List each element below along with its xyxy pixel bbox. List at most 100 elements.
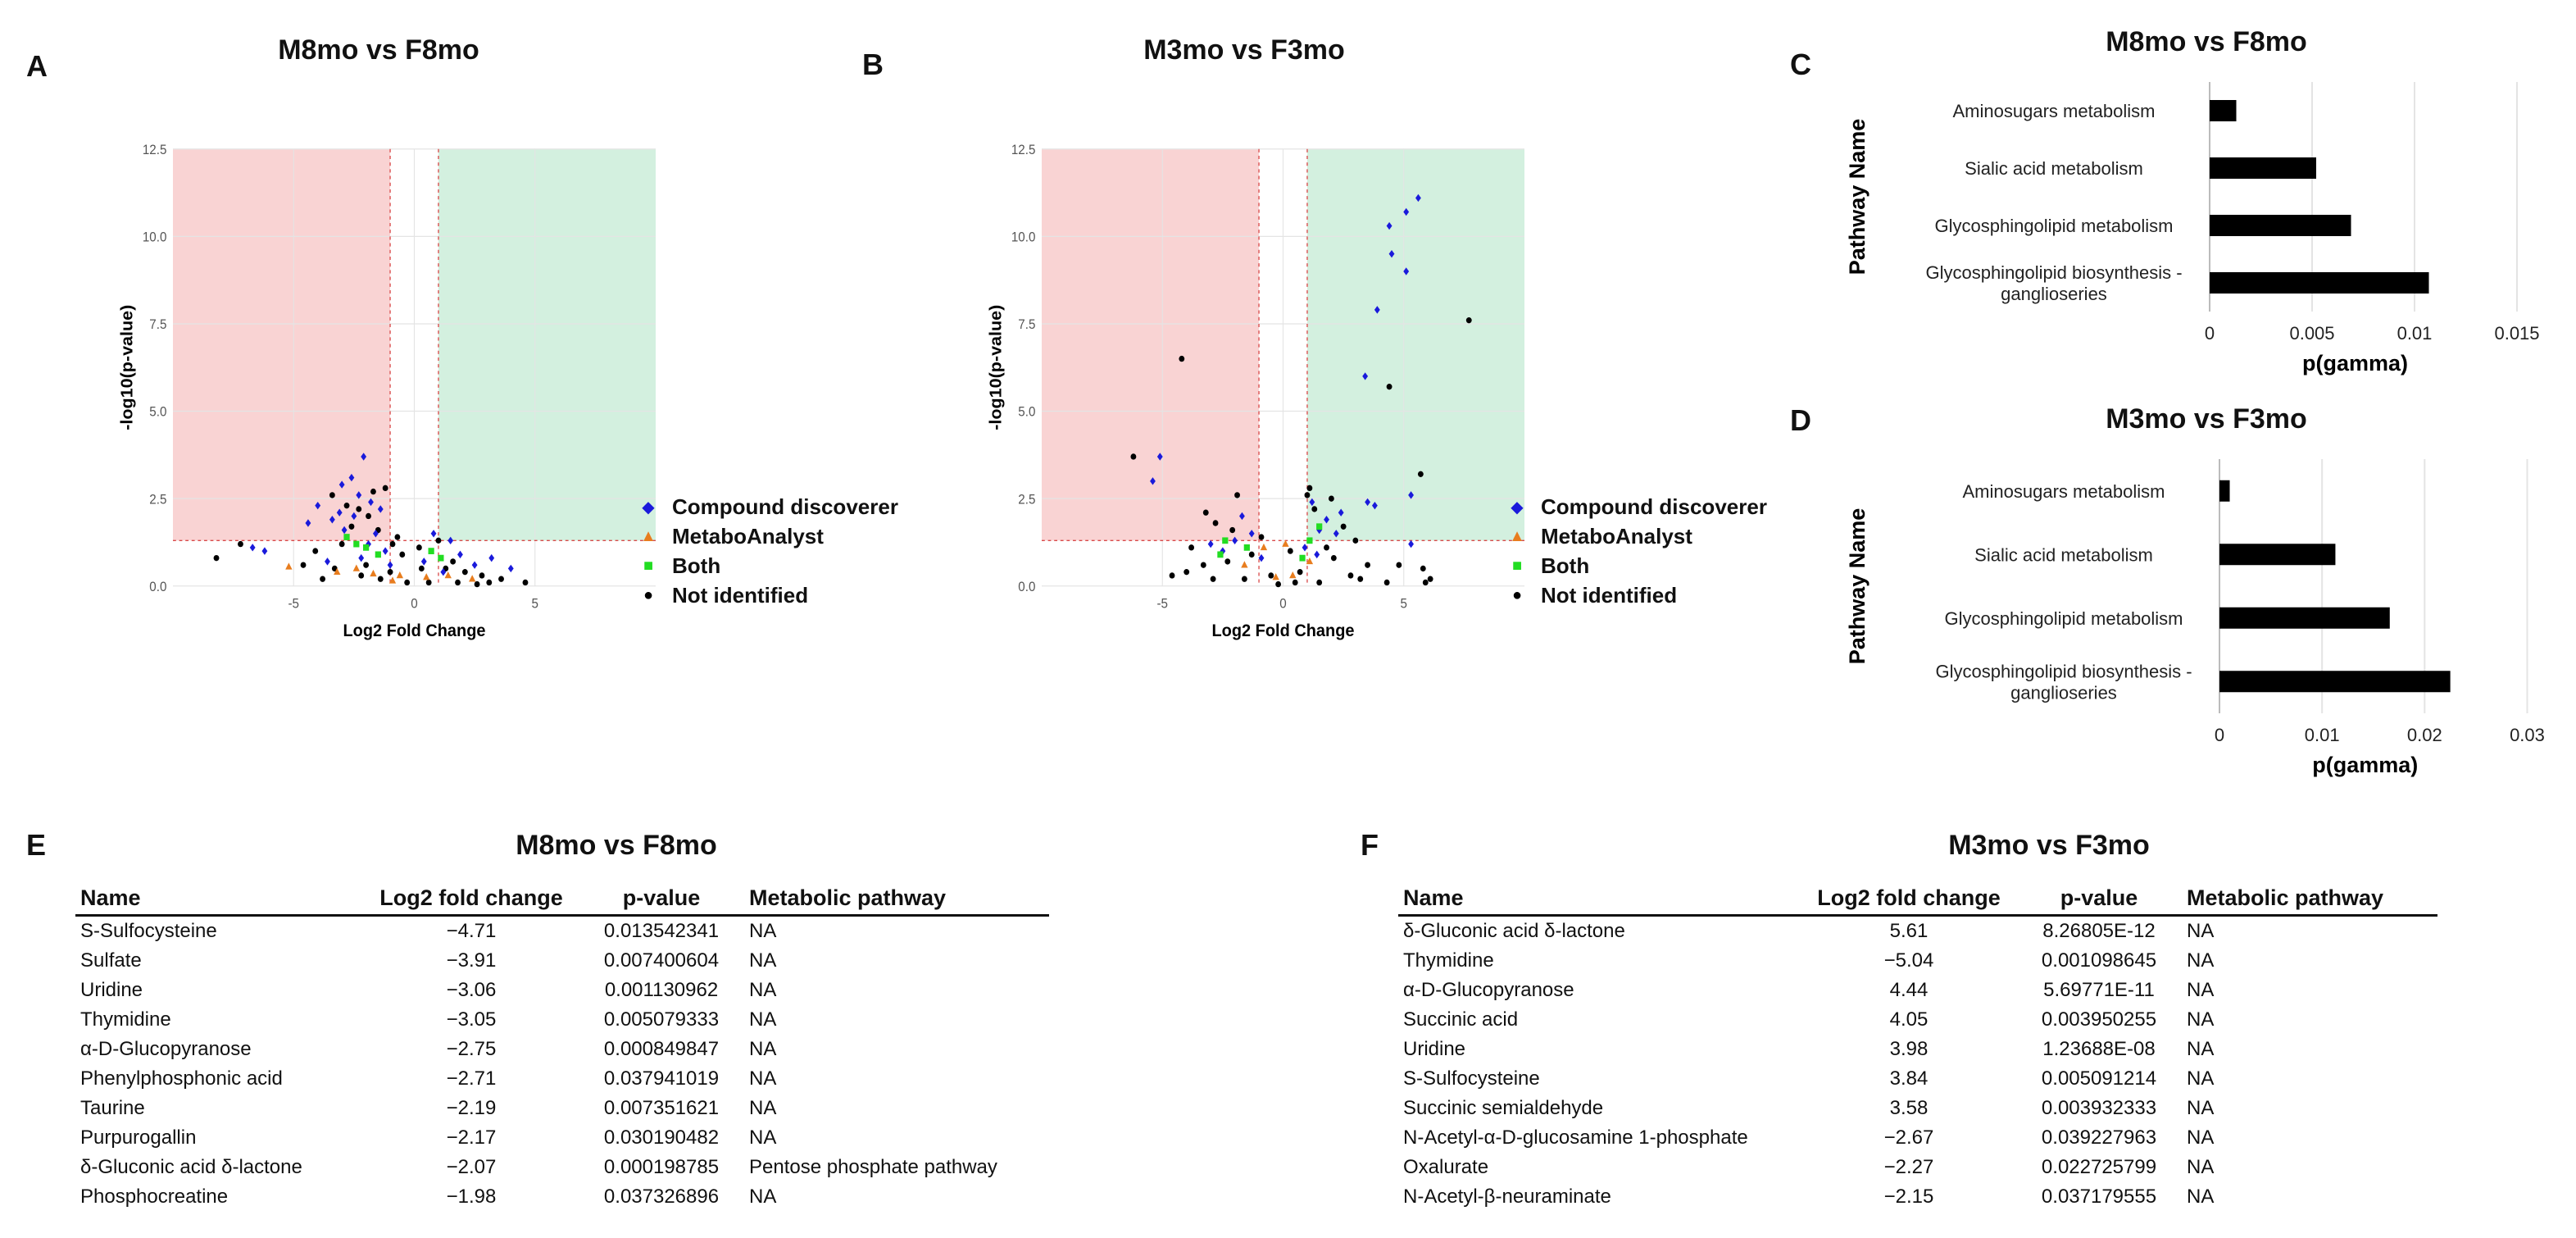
x-axis-label: p(gamma) [2312, 753, 2418, 777]
table-row: δ-Gluconic acid δ-lactone 5.61 8.26805E-12… [1398, 916, 2437, 947]
metabolite-name-cell: S-Sulfocysteine [80, 920, 217, 942]
data-point-metaboanalyst [370, 569, 377, 577]
data-point-not-identified [435, 537, 442, 544]
legend-a: ◆ Compound discoverer ▲ MetaboAnalyst ■ Bot… [639, 492, 898, 610]
table-row: Purpurogallin −2.17 0.030190482 NA [75, 1123, 1049, 1153]
table-row: Oxalurate −2.27 0.022725799 NA [1398, 1153, 2437, 1182]
data-point-metaboanalyst [444, 571, 452, 579]
plot-area: 0.0 2.5 5.0 7.5 10.0 12.5 -5 0 5 Log2 Fold Change… [987, 143, 1524, 640]
data-point-not-identified [1268, 572, 1274, 579]
data-point-not-identified [1188, 544, 1195, 551]
column-header: Log2 fold change [364, 885, 579, 917]
category-label: Glycosphingolipid biosynthesis - [1935, 661, 2192, 681]
data-point-not-identified [416, 544, 422, 551]
data-point-both [343, 534, 350, 540]
data-point-compound-discoverer [329, 516, 335, 524]
metabolite-name-cell: Uridine [1403, 1038, 1466, 1060]
data-point-not-identified [394, 534, 401, 540]
table-row: Succinic semialdehyde 3.58 0.003932333 NA [1398, 1094, 2437, 1123]
data-point-compound-discoverer [457, 550, 463, 559]
y-tick-label: 10.0 [1011, 230, 1036, 245]
p-value-cell: 0.005091214 [2041, 1067, 2157, 1090]
data-point-both [1217, 551, 1224, 558]
p-value-cell: 1.23688E-08 [2042, 1038, 2156, 1060]
column-header: Log2 fold change [1801, 885, 2016, 917]
legend-label: MetaboAnalyst [672, 523, 824, 548]
p-value-cell: 0.000849847 [603, 1038, 720, 1060]
p-value-cell: 0.037941019 [603, 1067, 720, 1090]
data-point-not-identified [1311, 506, 1318, 512]
x-tick-label: 0 [411, 597, 418, 612]
x-tick-label: 0 [2215, 725, 2224, 745]
y-tick-label: 10.0 [143, 230, 167, 245]
data-point-metaboanalyst [1241, 561, 1248, 568]
pathway-cell: NA [2187, 1008, 2215, 1031]
bar [2210, 100, 2237, 121]
data-point-metaboanalyst [469, 575, 476, 582]
category-label: ganglioseries [2010, 682, 2117, 703]
data-point-compound-discoverer [507, 564, 514, 573]
p-value-cell: 8.26805E-12 [2042, 920, 2156, 942]
data-point-not-identified [1465, 316, 1472, 324]
circle-icon: ● [643, 585, 654, 604]
p-value-cell: 0.000198785 [603, 1156, 720, 1178]
category-label: Glycosphingolipid biosynthesis - [1925, 262, 2182, 283]
y-tick-label: 0.0 [149, 580, 166, 594]
fold-change-cell: −2.75 [446, 1038, 497, 1060]
x-axis-label: p(gamma) [2302, 351, 2408, 375]
data-point-not-identified [479, 572, 485, 579]
data-point-compound-discoverer [325, 558, 330, 566]
data-point-compound-discoverer [368, 498, 374, 507]
data-point-not-identified [1212, 520, 1219, 526]
data-point-metaboanalyst [285, 562, 293, 570]
column-header: p-value [2016, 885, 2182, 917]
panel-letter-b: B [862, 48, 884, 81]
legend-item: ● Not identified [1508, 580, 1767, 610]
data-point-metaboanalyst [1272, 573, 1279, 580]
x-tick-label: 0.03 [2510, 725, 2545, 745]
legend-b: ◆ Compound discoverer ▲ MetaboAnalyst ■ Bot… [1508, 492, 1767, 610]
category-label: Sialic acid metabolism [1974, 544, 2153, 565]
p-value-cell: 0.030190482 [603, 1126, 720, 1149]
metabolite-name-cell: Phosphocreatine [80, 1186, 229, 1208]
p-value-cell: 0.039227963 [2041, 1126, 2157, 1149]
p-value-cell: 5.69771E-11 [2043, 979, 2155, 1001]
data-point-not-identified [1365, 562, 1370, 568]
fold-change-cell: −2.07 [446, 1156, 497, 1178]
table-row: α-D-Glucopyranose 4.44 5.69771E-11 NA [1398, 976, 2437, 1005]
fold-change-cell: −3.91 [446, 949, 497, 972]
data-point-compound-discoverer [387, 561, 393, 569]
metabolite-name-cell: Succinic acid [1403, 1008, 1519, 1031]
data-point-not-identified [366, 512, 371, 520]
data-point-metaboanalyst [352, 564, 361, 571]
data-point-not-identified [1229, 526, 1236, 534]
bar [2219, 480, 2230, 502]
panel-letter-c: C [1790, 48, 1811, 81]
data-point-not-identified [1420, 565, 1426, 572]
p-value-cell: 0.022725799 [2041, 1156, 2157, 1178]
p-value-cell: 0.001098645 [2041, 949, 2157, 972]
data-point-both [362, 544, 370, 551]
pathway-cell: NA [2187, 1186, 2215, 1208]
data-point-not-identified [1396, 562, 1402, 568]
data-point-not-identified [450, 558, 457, 565]
data-point-not-identified [370, 488, 376, 495]
panel-letter-d: D [1790, 403, 1811, 437]
pathway-cell: NA [749, 949, 777, 972]
metabolite-name-cell: Taurine [80, 1097, 145, 1119]
volcano-plot-a: 0.0 2.5 5.0 7.5 10.0 12.5 -5 0 5 Log2 Fold Change… [118, 143, 656, 640]
data-point-not-identified [387, 569, 393, 576]
p-value-cell: 0.003932333 [2041, 1097, 2157, 1119]
column-header: Metabolic pathway [2182, 885, 2437, 917]
x-tick-label: 0 [2205, 323, 2215, 344]
panel-f-title: M3mo vs F3mo [1948, 830, 2150, 861]
data-point-metaboanalyst [334, 567, 341, 575]
y-tick-label: 0.0 [1018, 580, 1035, 594]
panel-c-title: M8mo vs F8mo [2106, 26, 2307, 57]
x-tick-label: 0.015 [2494, 323, 2539, 344]
pathway-cell: NA [749, 1186, 777, 1208]
fold-change-cell: 3.98 [1889, 1038, 1929, 1060]
metabolite-name-cell: Purpurogallin [80, 1126, 197, 1149]
data-point-compound-discoverer [305, 519, 311, 527]
p-value-cell: 0.037326896 [603, 1186, 720, 1208]
